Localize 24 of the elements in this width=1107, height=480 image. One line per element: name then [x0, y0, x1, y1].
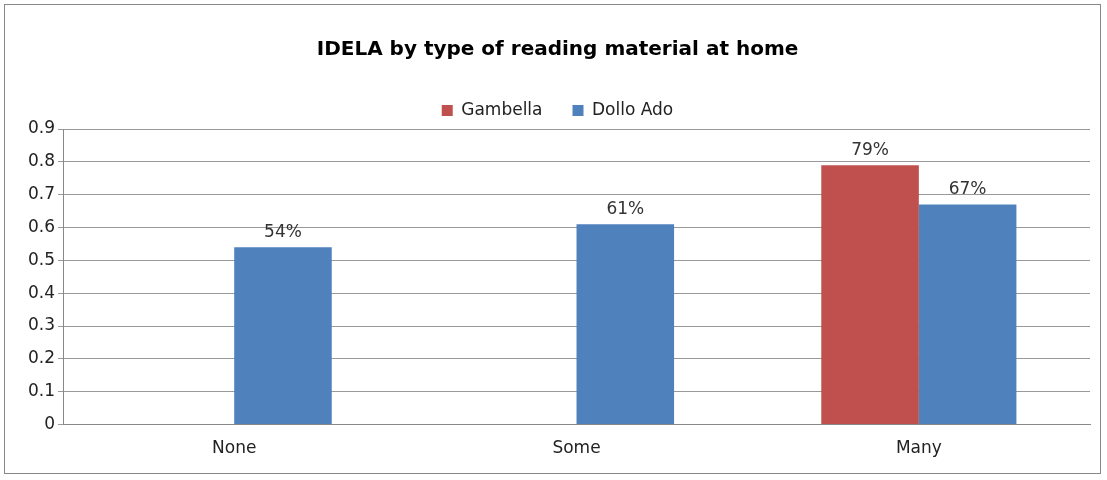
legend-label: Gambella — [461, 98, 543, 119]
data-label: 61% — [606, 198, 645, 219]
y-tick-label: 0.9 — [27, 117, 56, 138]
bar — [918, 204, 1017, 425]
bar — [234, 247, 332, 425]
y-tick-label: 0.2 — [27, 347, 56, 368]
y-tick-label: 0.4 — [27, 281, 56, 302]
x-tick-label: Some — [552, 437, 601, 458]
data-label: 79% — [851, 139, 889, 160]
x-tick-label: None — [212, 437, 257, 458]
y-tick-label: 0.6 — [27, 215, 56, 236]
data-label: 67% — [948, 178, 987, 199]
y-tick-label: 0.7 — [27, 183, 56, 204]
data-label: 54% — [264, 221, 302, 242]
y-tick-label: 0 — [44, 413, 56, 434]
y-tick-label: 0.1 — [27, 380, 56, 401]
bar — [821, 165, 919, 425]
legend-label: Dollo Ado — [592, 98, 674, 119]
y-tick-label: 0.8 — [27, 150, 56, 171]
x-tick-label: Many — [895, 437, 942, 458]
chart-title: IDELA by type of reading material at home — [316, 36, 799, 61]
y-tick-label: 0.3 — [27, 314, 56, 335]
bar — [576, 224, 675, 425]
y-tick-label: 0.5 — [27, 248, 56, 269]
